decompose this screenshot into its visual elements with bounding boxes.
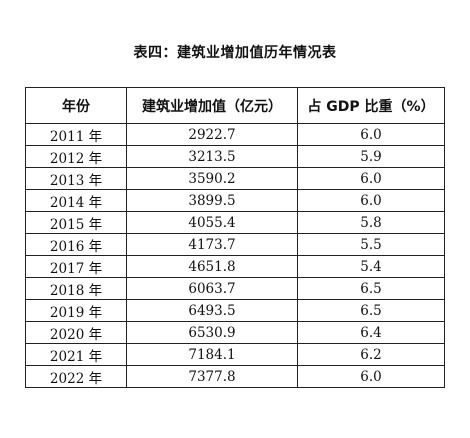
- cell-share: 5.4: [297, 255, 445, 278]
- cell-share: 5.5: [297, 233, 445, 256]
- cell-year: 2020 年: [25, 321, 127, 344]
- cell-year: 2011 年: [25, 123, 127, 146]
- cell-year: 2014 年: [25, 189, 127, 212]
- cell-year: 2016 年: [25, 233, 127, 256]
- header-share: 占 GDP 比重（%）: [297, 87, 445, 124]
- cell-value: 6063.7: [126, 277, 298, 300]
- cell-year: 2021 年: [25, 343, 127, 366]
- cell-value: 4651.8: [126, 255, 298, 278]
- cell-share: 6.0: [297, 365, 445, 388]
- cell-year: 2022 年: [25, 365, 127, 388]
- table-row: 2022 年 7377.8 6.0: [25, 365, 445, 388]
- table-title: 表四：建筑业增加值历年情况表: [133, 45, 337, 61]
- cell-value: 6493.5: [126, 299, 298, 322]
- cell-share: 5.8: [297, 211, 445, 234]
- cell-share: 6.5: [297, 277, 445, 300]
- header-value: 建筑业增加值（亿元）: [126, 87, 298, 124]
- cell-share: 6.0: [297, 189, 445, 212]
- table-row: 2017 年 4651.8 5.4: [25, 255, 445, 278]
- cell-share: 6.0: [297, 123, 445, 146]
- cell-share: 6.0: [297, 167, 445, 190]
- table-row: 2013 年 3590.2 6.0: [25, 167, 445, 190]
- cell-year: 2013 年: [25, 167, 127, 190]
- cell-value: 3213.5: [126, 145, 298, 168]
- cell-value: 6530.9: [126, 321, 298, 344]
- cell-year: 2018 年: [25, 277, 127, 300]
- cell-year: 2015 年: [25, 211, 127, 234]
- cell-share: 5.9: [297, 145, 445, 168]
- table-row: 2018 年 6063.7 6.5: [25, 277, 445, 300]
- table-row: 2021 年 7184.1 6.2: [25, 343, 445, 366]
- table-row: 2020 年 6530.9 6.4: [25, 321, 445, 344]
- cell-year: 2019 年: [25, 299, 127, 322]
- table-row: 2019 年 6493.5 6.5: [25, 299, 445, 322]
- cell-share: 6.4: [297, 321, 445, 344]
- table-row: 2011 年 2922.7 6.0: [25, 123, 445, 146]
- cell-value: 4173.7: [126, 233, 298, 256]
- table-row: 2014 年 3899.5 6.0: [25, 189, 445, 212]
- cell-value: 7184.1: [126, 343, 298, 366]
- cell-value: 3590.2: [126, 167, 298, 190]
- cell-year: 2012 年: [25, 145, 127, 168]
- cell-value: 7377.8: [126, 365, 298, 388]
- construction-value-table: 年份 建筑业增加值（亿元） 占 GDP 比重（%） 2011 年 2922.7 6.…: [25, 87, 445, 388]
- table-row: 2015 年 4055.4 5.8: [25, 211, 445, 234]
- cell-year: 2017 年: [25, 255, 127, 278]
- cell-value: 2922.7: [126, 123, 298, 146]
- table-header-row: 年份 建筑业增加值（亿元） 占 GDP 比重（%）: [25, 87, 445, 124]
- table-row: 2016 年 4173.7 5.5: [25, 233, 445, 256]
- table-row: 2012 年 3213.5 5.9: [25, 145, 445, 168]
- cell-share: 6.5: [297, 299, 445, 322]
- cell-share: 6.2: [297, 343, 445, 366]
- cell-value: 4055.4: [126, 211, 298, 234]
- header-year: 年份: [25, 87, 127, 124]
- cell-value: 3899.5: [126, 189, 298, 212]
